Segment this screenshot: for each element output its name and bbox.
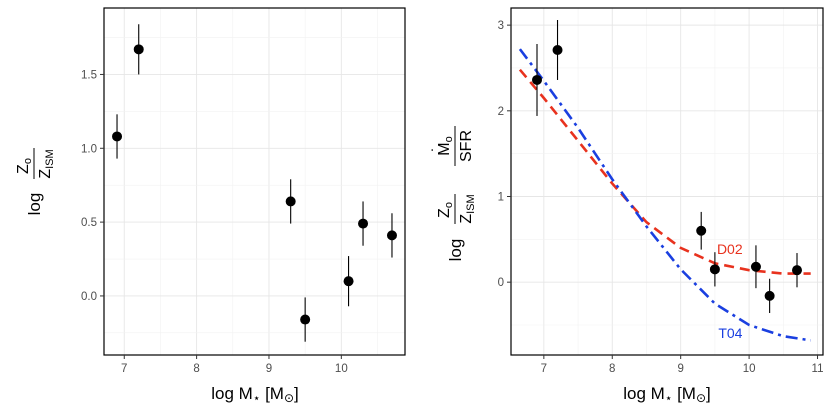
right-annotations: D02 T04 [717, 241, 743, 341]
x-tick-label: 9 [266, 363, 272, 375]
data-point [696, 225, 707, 236]
y-tick-label: 1.0 [81, 143, 97, 155]
left-grid [104, 8, 405, 355]
data-point [112, 131, 123, 142]
y-tick-label: 2 [498, 106, 504, 118]
left-y-axis-label: log Zo ZISM [15, 148, 56, 215]
x-tick-label: 9 [677, 363, 683, 375]
data-point [285, 196, 296, 207]
data-point [133, 44, 144, 55]
data-point [343, 276, 354, 287]
svg-text:Zo: Zo [15, 158, 34, 174]
data-point [532, 74, 542, 85]
data-point [709, 264, 720, 275]
y-tick-label: 0.5 [81, 217, 97, 229]
right-data-points [532, 19, 802, 314]
data-point [552, 44, 563, 55]
svg-text:SFR: SFR [458, 130, 475, 162]
right-y-axis-label: log Zo ZISM Mo · SFR [423, 126, 477, 261]
x-tick-label: 7 [121, 363, 127, 375]
data-point [358, 218, 369, 229]
y-tick-label: 1 [498, 191, 504, 203]
x-tick-label: 7 [541, 363, 547, 375]
data-point [300, 314, 311, 325]
y-tick-label: 0.0 [81, 291, 97, 303]
x-tick-label: 11 [812, 363, 824, 375]
annotation-t04: T04 [718, 325, 742, 341]
left-axis-ticks: 7 8 9 10 0.0 0.5 1.0 1.5 [81, 69, 348, 375]
data-point [792, 265, 802, 276]
svg-text:Zo: Zo [436, 202, 455, 218]
x-tick-label: 8 [193, 363, 199, 375]
left-x-axis-label: log M⋆ [M⊙] [211, 384, 299, 405]
series-line-t04 [518, 48, 811, 342]
right-x-axis-label: log M⋆ [M⊙] [623, 384, 711, 405]
data-point [750, 261, 761, 272]
svg-text:log: log [446, 239, 465, 262]
svg-text:log: log [25, 193, 44, 216]
svg-text:ZISM: ZISM [458, 194, 477, 223]
x-tick-label: 10 [743, 363, 756, 375]
x-tick-label: 8 [609, 363, 615, 375]
series-line-d02 [518, 68, 811, 275]
svg-text:·: · [423, 148, 439, 153]
y-tick-label: 1.5 [81, 69, 97, 81]
annotation-d02: D02 [717, 241, 743, 257]
data-point [764, 290, 775, 301]
left-data-points [112, 24, 397, 342]
x-tick-label: 10 [335, 363, 348, 375]
left-panel-border [103, 7, 406, 356]
y-tick-label: 3 [498, 20, 504, 32]
right-panel-border [510, 7, 824, 356]
data-point [386, 230, 397, 241]
y-tick-label: 0 [498, 277, 504, 289]
right-axis-ticks: 7 8 9 10 11 0 1 2 3 [498, 20, 824, 375]
svg-text:ZISM: ZISM [37, 149, 56, 178]
right-model-lines [518, 48, 811, 342]
